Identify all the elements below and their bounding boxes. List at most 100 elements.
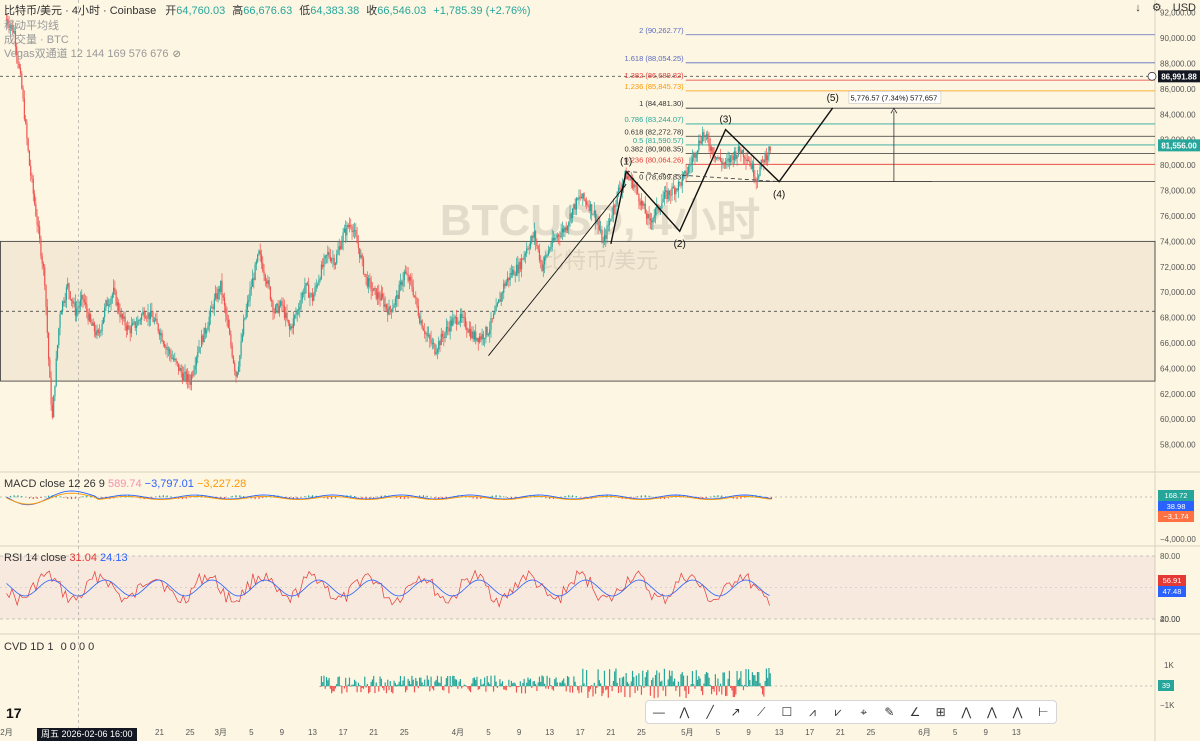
macd-histogram-bar bbox=[522, 497, 524, 498]
candle-body bbox=[383, 297, 385, 307]
candle-body bbox=[457, 322, 459, 325]
candle-body bbox=[415, 296, 417, 298]
candle-body bbox=[480, 336, 482, 340]
candle-body bbox=[714, 156, 716, 159]
drawing-tool-icon[interactable]: ╱ bbox=[706, 705, 714, 719]
drawing-tool-icon[interactable]: ⟋ bbox=[757, 704, 766, 719]
cvd-bar bbox=[754, 675, 756, 687]
candle-body bbox=[606, 225, 608, 239]
candle-body bbox=[44, 267, 46, 286]
rsi-legend[interactable]: RSI 14 close 31.04 24.13 bbox=[4, 552, 128, 564]
candle-body bbox=[143, 311, 145, 317]
wave-dashed-line bbox=[626, 171, 780, 183]
candle-body bbox=[557, 234, 560, 237]
cvd-bar bbox=[670, 675, 672, 687]
cvd-bar bbox=[674, 678, 676, 687]
candle-body bbox=[285, 312, 287, 318]
cvd-bar bbox=[672, 681, 674, 687]
candle-body bbox=[702, 132, 704, 142]
drawing-tool-icon[interactable]: ↗ bbox=[730, 705, 741, 719]
cvd-bar bbox=[573, 676, 575, 687]
candle-body bbox=[346, 224, 348, 236]
candle-body bbox=[531, 235, 533, 242]
drawing-tool-icon[interactable]: ⩗ bbox=[834, 704, 842, 719]
drawing-tool-icon[interactable]: ⩘ bbox=[809, 704, 816, 719]
macd-histogram-bar bbox=[713, 495, 715, 498]
drawing-tool-icon[interactable]: ✎ bbox=[884, 705, 895, 719]
cvd-bar bbox=[379, 676, 381, 687]
drawing-tool-icon[interactable]: ⊢ bbox=[1037, 705, 1049, 719]
gear-icon[interactable]: ⚙ bbox=[1151, 2, 1162, 14]
wave-label: (3) bbox=[719, 115, 731, 126]
macd-histogram-bar bbox=[300, 497, 302, 498]
cvd-bar bbox=[745, 669, 747, 687]
cvd-bar bbox=[675, 686, 677, 691]
cvd-bar bbox=[564, 683, 566, 687]
ma-legend[interactable]: 移动平均线 bbox=[4, 17, 59, 33]
macd-histogram-bar bbox=[350, 495, 352, 498]
drawing-tool-icon[interactable]: ⋀ bbox=[961, 705, 972, 719]
candle-body bbox=[188, 374, 190, 382]
cvd-bar bbox=[336, 684, 338, 687]
candle-body bbox=[217, 288, 219, 300]
macd-histogram-bar bbox=[426, 495, 428, 498]
drawing-tool-icon[interactable]: ⌖ bbox=[860, 704, 868, 719]
candle-body bbox=[550, 246, 552, 250]
candle-body bbox=[301, 292, 303, 300]
candle-body bbox=[368, 278, 370, 287]
candle-body bbox=[745, 158, 747, 162]
drawing-tool-icon[interactable]: — bbox=[652, 705, 665, 719]
candle-body bbox=[84, 302, 87, 305]
candle-body bbox=[676, 188, 678, 191]
candle-body bbox=[617, 187, 620, 192]
symbol-title[interactable]: 比特币/美元 · 4小时 · Coinbase bbox=[4, 5, 157, 17]
macd-histogram-bar bbox=[434, 497, 436, 499]
drawing-tool-icon[interactable]: ☐ bbox=[781, 705, 793, 719]
cvd-bar bbox=[751, 672, 753, 687]
candle-body bbox=[272, 301, 274, 312]
candle-body bbox=[740, 151, 742, 154]
cvd-bar bbox=[767, 677, 769, 687]
tradingview-logo[interactable]: 17 bbox=[6, 705, 22, 721]
plus-circle-icon[interactable] bbox=[1147, 71, 1157, 81]
candle-body bbox=[318, 280, 320, 285]
vegas-legend[interactable]: Vegas双通道 12 144 169 576 676 ⊘ bbox=[4, 45, 181, 61]
arrow-down-icon[interactable]: ↓ bbox=[1135, 2, 1141, 14]
candle-body bbox=[640, 200, 643, 206]
cvd-bar bbox=[319, 686, 321, 687]
candle-body bbox=[412, 287, 414, 296]
cvd-bar bbox=[337, 677, 339, 687]
cvd-bar bbox=[755, 680, 757, 687]
candle-body bbox=[438, 341, 440, 350]
drawing-tool-icon[interactable]: ∠ bbox=[909, 705, 921, 719]
cvd-bar bbox=[541, 675, 543, 687]
candle-body bbox=[704, 135, 706, 138]
cvd-bar bbox=[608, 669, 611, 687]
fib-label-1.236: 1.236 (85,845.73) bbox=[624, 82, 684, 91]
candle-body bbox=[441, 333, 444, 337]
candle-body bbox=[633, 184, 635, 189]
candle-body bbox=[518, 261, 520, 274]
macd-legend[interactable]: MACD close 12 26 9 589.74 −3,797.01 −3,2… bbox=[4, 478, 246, 490]
cvd-legend[interactable]: CVD 1D 1 0 0 0 0 bbox=[4, 641, 94, 653]
time-tick-label: 17 bbox=[805, 728, 814, 737]
cvd-bar bbox=[685, 686, 687, 699]
trend-line[interactable] bbox=[488, 183, 627, 356]
eye-off-icon[interactable]: ⊘ bbox=[172, 49, 181, 60]
currency-label[interactable]: USD bbox=[1172, 2, 1196, 14]
candle-body bbox=[614, 205, 616, 208]
elliott-wave-path[interactable] bbox=[610, 107, 834, 245]
candle-body bbox=[92, 322, 94, 326]
drawing-tool-icon[interactable]: ⋀ bbox=[1012, 705, 1023, 719]
cvd-bar bbox=[329, 686, 331, 689]
price-tag bbox=[1158, 70, 1200, 83]
volume-legend[interactable]: 成交量 · BTC bbox=[4, 31, 69, 47]
cvd-bar bbox=[347, 684, 349, 687]
drawing-tool-icon[interactable]: ⋀ bbox=[679, 705, 690, 719]
candle-body bbox=[113, 287, 115, 295]
macd-histogram-bar bbox=[717, 495, 719, 498]
drawing-tool-icon[interactable]: ⋀ bbox=[987, 705, 997, 719]
drawing-tool-icon[interactable]: ⊞ bbox=[935, 705, 946, 719]
